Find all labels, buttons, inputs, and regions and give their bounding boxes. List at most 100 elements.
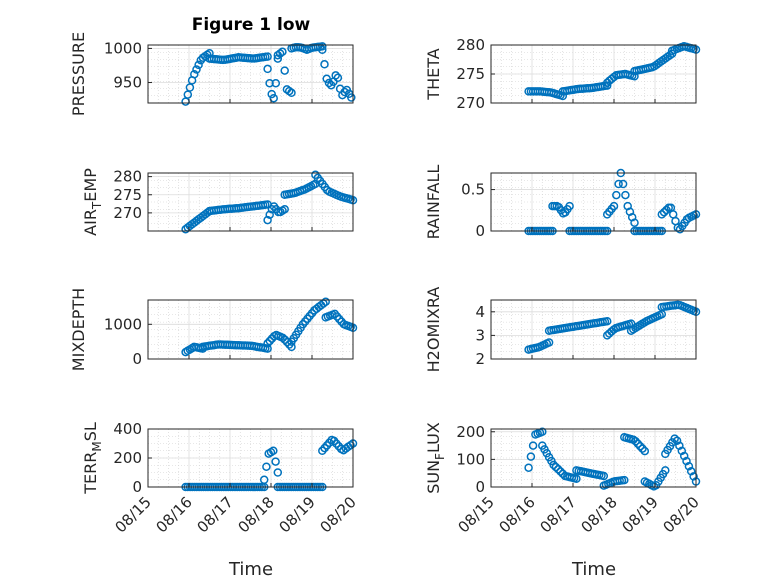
data-point [659, 207, 669, 217]
data-point [265, 78, 274, 88]
y-axis-label: SUNFLUX [424, 422, 447, 494]
data-point [549, 460, 558, 470]
data-point [190, 69, 199, 79]
data-point [194, 60, 203, 70]
y-tick-label: 400 [113, 420, 142, 438]
data-point [633, 439, 643, 448]
y-axis-label: AIRTEMP [81, 168, 104, 236]
data-point [640, 446, 650, 456]
y-axis-label: PRESSURE [69, 32, 88, 116]
y-axis-label-rest: LUX [424, 422, 443, 453]
data-point [538, 427, 547, 437]
x-tick-label: 08/15 [112, 493, 155, 536]
data-point [662, 205, 671, 215]
y-tick-label: 1000 [104, 39, 142, 57]
data-point [682, 456, 691, 466]
y-tick-label: 0 [132, 478, 142, 496]
data-point [638, 444, 647, 453]
x-tick-label: 08/15 [455, 493, 498, 536]
data-point [553, 465, 563, 474]
data-point [263, 339, 272, 348]
y-axis-label-subscript: F [433, 453, 447, 460]
subplot-1: 950 1000 PRESSURE [69, 32, 356, 116]
data-point [267, 89, 276, 99]
data-point [269, 93, 278, 103]
y-axis-label: H2OMIXRA [424, 287, 443, 373]
data-point [630, 218, 639, 227]
y-axis-label-rest: SL [81, 422, 100, 441]
axes-border [490, 299, 697, 360]
y-tick-label: 275 [113, 186, 142, 204]
data-point [524, 463, 533, 472]
axes-border [490, 172, 697, 232]
data-point [340, 87, 349, 97]
axes-border [490, 428, 697, 488]
y-tick-label: 0 [132, 350, 142, 368]
data-point [263, 344, 272, 353]
y-tick-label: 0 [475, 222, 485, 240]
data-point [657, 210, 667, 219]
data-point [282, 337, 292, 347]
figure-title: Figure 1 low [192, 15, 311, 35]
data-point [558, 91, 568, 101]
y-axis-label-main: SUN [424, 460, 443, 494]
data-point [278, 47, 287, 57]
y-axis-label-main: H2OMIXRA [424, 287, 443, 373]
y-axis-label-main: RAINFALL [424, 165, 443, 240]
y-tick-label: 0 [475, 478, 485, 496]
y-tick-label: 275 [456, 65, 485, 83]
data-point [612, 190, 621, 200]
data-point [602, 81, 612, 90]
data-point [262, 462, 271, 471]
subplot-4: 0 0.5 RAINFALL [424, 165, 701, 240]
data-point [672, 436, 682, 445]
data-point [265, 336, 275, 346]
data-point [677, 446, 687, 456]
y-tick-label: 1000 [104, 315, 142, 333]
data-point [526, 452, 536, 461]
subplot-6: 2 3 4 H2OMIXRA [424, 287, 701, 373]
data-point [322, 74, 331, 84]
data-point [278, 333, 288, 343]
y-axis-label-main: TERR [81, 452, 100, 495]
data-point [263, 215, 272, 225]
y-axis-label-main: AIR [81, 209, 100, 236]
data-point [280, 205, 289, 214]
y-axis-label-main: PRESSURE [69, 32, 88, 116]
y-axis-label: THETA [424, 48, 443, 100]
data-point [614, 179, 623, 189]
y-tick-label: 950 [113, 74, 142, 92]
data-point [265, 210, 274, 219]
y-tick-label: 270 [113, 204, 142, 222]
data-point [273, 468, 283, 477]
data-point [331, 71, 340, 80]
data-point [287, 342, 296, 352]
data-point [528, 441, 538, 450]
data-point [324, 78, 334, 88]
y-tick-label: 3 [475, 326, 485, 344]
y-axis-label: RAINFALL [424, 165, 443, 240]
data-point [661, 466, 670, 475]
data-point [321, 297, 330, 306]
data-point [263, 52, 272, 61]
data-point [565, 201, 574, 211]
data-point [318, 45, 327, 55]
data-point [670, 434, 679, 443]
data-point [271, 78, 281, 88]
y-tick-label: 100 [456, 450, 485, 468]
x-tick-label: 08/20 [317, 493, 360, 536]
x-tick-label: 08/19 [276, 493, 319, 536]
data-point [689, 472, 698, 481]
y-tick-label: 0.5 [461, 181, 485, 199]
data-point [686, 467, 696, 476]
y-tick-label: 270 [456, 94, 485, 112]
data-point [318, 42, 327, 51]
x-tick-label: 08/16 [153, 493, 196, 536]
data-point [192, 65, 201, 74]
data-point [269, 446, 278, 456]
data-point [621, 190, 630, 200]
